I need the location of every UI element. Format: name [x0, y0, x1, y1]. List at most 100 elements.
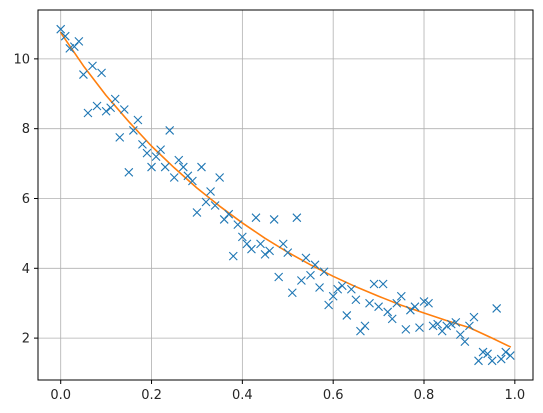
data-point-marker	[374, 302, 383, 312]
data-point-marker	[237, 232, 247, 242]
data-point-marker	[287, 288, 297, 298]
data-point-marker	[65, 44, 75, 53]
data-point-marker	[124, 167, 134, 177]
data-point-marker	[419, 297, 429, 306]
data-point-marker	[106, 103, 116, 113]
data-point-marker	[487, 356, 497, 366]
data-point-marker	[224, 209, 234, 219]
data-point-marker	[188, 176, 197, 186]
data-point-marker	[365, 298, 374, 308]
data-point-marker	[505, 351, 515, 360]
x-tick-label: 0.8	[414, 388, 435, 403]
scatter-points	[56, 24, 515, 366]
data-point-marker	[405, 305, 415, 315]
data-point-marker	[483, 349, 492, 359]
data-point-marker	[119, 105, 129, 114]
data-point-marker	[369, 279, 379, 289]
data-point-marker	[274, 272, 284, 282]
data-point-marker	[133, 115, 143, 125]
data-point-marker	[147, 162, 156, 172]
y-tick-label: 6	[22, 192, 30, 207]
y-tick-label: 8	[22, 122, 30, 137]
data-point-marker	[88, 61, 97, 71]
data-point-marker	[410, 302, 420, 312]
data-point-marker	[201, 197, 211, 207]
data-point-marker	[228, 251, 238, 261]
data-point-marker	[428, 321, 438, 331]
data-point-marker	[496, 354, 506, 364]
data-point-marker	[301, 253, 311, 263]
y-tick-label: 4	[22, 262, 30, 277]
ticks: 0.0 0.2 0.4 0.6 0.8 1.0 2 4 6 8 10	[13, 52, 525, 403]
data-point-marker	[465, 321, 474, 331]
data-point-marker	[83, 108, 93, 118]
data-point-marker	[142, 148, 152, 158]
data-point-marker	[256, 239, 265, 249]
data-point-marker	[278, 239, 288, 249]
data-point-marker	[433, 319, 443, 329]
data-point-marker	[115, 133, 125, 142]
data-point-marker	[128, 126, 138, 135]
data-point-marker	[210, 201, 220, 210]
data-point-marker	[474, 356, 483, 366]
data-point-marker	[328, 291, 338, 301]
data-point-marker	[101, 106, 111, 116]
data-point-marker	[197, 162, 206, 172]
data-point-marker	[192, 208, 202, 217]
data-point-marker	[392, 298, 402, 308]
data-point-marker	[460, 337, 470, 346]
data-point-marker	[138, 139, 147, 149]
data-point-marker	[306, 270, 315, 280]
data-point-marker	[165, 126, 175, 135]
data-point-marker	[333, 284, 343, 294]
data-point-marker	[260, 249, 270, 259]
data-point-marker	[396, 291, 406, 301]
grid	[38, 10, 533, 380]
y-tick-label: 10	[13, 52, 30, 67]
data-point-marker	[251, 213, 261, 223]
data-point-marker	[401, 324, 411, 334]
data-point-marker	[110, 94, 120, 104]
data-point-marker	[178, 162, 188, 172]
data-point-marker	[169, 173, 179, 182]
data-point-marker	[315, 283, 324, 292]
data-point-marker	[269, 215, 279, 224]
data-point-marker	[151, 152, 161, 161]
data-point-marker	[342, 311, 352, 320]
data-point-marker	[378, 279, 388, 289]
data-point-marker	[92, 101, 102, 111]
data-point-marker	[387, 314, 397, 324]
data-point-marker	[160, 162, 170, 172]
data-point-marker	[233, 220, 243, 230]
data-point-marker	[156, 145, 166, 155]
data-point-marker	[337, 281, 347, 291]
data-point-marker	[215, 173, 225, 182]
data-point-marker	[424, 298, 433, 308]
data-point-marker	[265, 246, 274, 256]
data-point-marker	[383, 307, 393, 317]
data-point-marker	[56, 24, 66, 34]
x-tick-label: 0.4	[232, 388, 253, 403]
data-point-marker	[324, 300, 334, 310]
data-point-marker	[283, 248, 293, 257]
data-point-marker	[451, 318, 461, 327]
data-point-marker	[297, 276, 306, 285]
data-point-marker	[60, 31, 70, 41]
x-tick-label: 1.0	[504, 388, 525, 403]
data-point-marker	[501, 347, 511, 357]
data-point-marker	[455, 330, 465, 340]
data-point-marker	[469, 312, 479, 322]
data-point-marker	[415, 323, 424, 333]
data-point-marker	[247, 244, 256, 254]
x-tick-label: 0.6	[323, 388, 344, 403]
data-point-marker	[74, 37, 84, 46]
x-tick-label: 0.0	[50, 388, 71, 403]
axes-frame	[37, 9, 534, 381]
data-point-marker	[79, 70, 88, 79]
data-point-marker	[446, 319, 456, 329]
data-point-marker	[478, 347, 488, 357]
data-point-marker	[319, 267, 329, 277]
